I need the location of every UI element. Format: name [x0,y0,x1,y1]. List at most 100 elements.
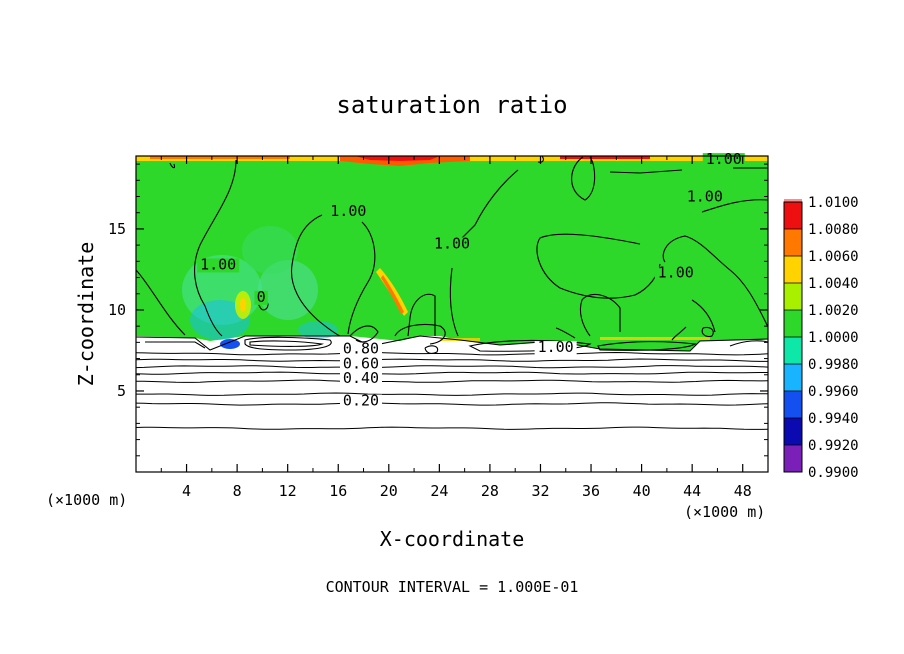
x-tick-label: 24 [430,482,448,500]
contour-label-bg [197,258,240,273]
contour-label: 0 [257,288,266,306]
contour-line [571,156,596,201]
x-tick-label: 20 [380,482,398,500]
plot-frame [135,155,769,473]
contour-line [537,155,544,163]
y-tick-label: 10 [108,301,126,319]
contour-line [249,340,325,347]
contour-label: 1.00 [434,234,470,252]
contour-line [597,341,697,351]
colorbar-label: 1.0100 [808,195,859,211]
contour-label-bg [254,290,268,305]
base-supersaturated-band [600,337,710,340]
colorbar-swatch [784,418,802,445]
dry-contour-line [135,358,768,362]
colorbar-swatch [784,229,802,256]
contour-line [169,162,176,169]
contour-line [347,221,376,335]
contour-interval-note: CONTOUR INTERVAL = 1.000E-01 [326,578,579,596]
contour-label-bg [702,153,745,168]
supersaturated-patch [240,298,246,312]
supersaturated-streak [381,275,404,314]
colorbar-label: 0.9980 [808,357,859,373]
x-tick-label: 16 [329,482,347,500]
x-tick-label: 8 [233,482,242,500]
chart-title: saturation ratio [336,91,567,119]
contour-label-bg [327,204,370,219]
colorbar-label: 1.0000 [808,330,859,346]
contour-line [609,169,683,174]
y-tick-label: 5 [117,382,126,400]
contour-line [691,299,716,333]
contour-line [701,199,769,213]
contour-label: 0.80 [343,340,379,358]
dry-contour-line [135,365,769,369]
dry-contour-line [135,426,769,430]
dry-contour-line [135,402,769,406]
contour-line [536,233,661,299]
contour-line [135,335,769,352]
contour-line [244,336,332,351]
top-supersaturated-band [150,156,290,159]
x-tick-label: 44 [683,482,701,500]
contour-label-bg [534,341,577,356]
colorbar-label: 1.0080 [808,222,859,238]
contour-line [145,341,206,349]
contour-label-bg [339,357,382,372]
contour-label-bg [339,371,382,386]
colorbar-swatch [784,445,802,472]
contour-label: 1.00 [706,150,742,168]
contour-label: 0.20 [343,392,379,410]
dry-contour-line [135,351,769,356]
x-tick-label: 40 [633,482,651,500]
contour-line [407,293,436,337]
x-unit-right: (×1000 m) [684,503,765,521]
x-tick-label: 36 [582,482,600,500]
sub-saturated-patch [190,300,250,340]
x-axis-label: X-coordinate [380,527,525,551]
contour-label-group: 1.00 1.00 0 1.00 1.00 1.00 1.00 1.00 0.800.600.4… [197,150,745,410]
contour-label: 0.60 [343,354,379,372]
x-tick-label: 48 [734,482,752,500]
x-tick-label: 28 [481,482,499,500]
contour-line [701,326,714,338]
top-supersaturated-band [560,156,650,159]
sub-saturated-patch [242,226,298,274]
x-tick-label: 32 [531,482,549,500]
contour-label: 1.00 [538,338,574,356]
colorbar-swatch [784,337,802,364]
contour-label: 0.40 [343,369,379,387]
plot-area: 1.00 1.00 0 1.00 1.00 1.00 1.00 1.00 0.800.600.4… [135,150,769,473]
contour-label-bg [431,237,473,252]
contour-line [671,326,687,341]
colorbar-label: 1.0020 [808,303,859,319]
contour-line [579,293,621,337]
contour-label: 1.00 [200,255,236,273]
contour-line [290,214,341,337]
colorbar-swatch [784,283,802,310]
contour-label: 1.00 [330,202,366,220]
contour-label-bg [339,394,382,409]
colorbar-label: 1.0060 [808,249,859,265]
x-axis: 4 8 12 16 20 24 28 32 36 40 44 48 [160,156,752,500]
top-supersaturated-band [355,156,440,161]
colorbar-cap [784,199,802,202]
y-axis: 5 10 15 [108,163,768,457]
y-axis-label: Z-coordinate [74,242,98,387]
dry-contour-line [136,392,769,396]
dry-contour-line [136,379,769,383]
contour-label: 1.00 [658,264,694,282]
dry-patch [220,339,240,349]
dry-contour-line [135,371,768,375]
colorbar: 0.9900 0.9920 0.9940 0.9960 0.9980 1.0000 1.00… [783,195,859,481]
contour-line [461,169,519,239]
heatmap-fill [136,156,768,351]
colorbar-label: 1.0040 [808,276,859,292]
contour-line [662,235,769,328]
dry-contour-group [135,351,769,430]
contour-line [135,269,186,336]
contour-label-bg [683,190,726,205]
contour-line [424,345,439,354]
contour-line [394,323,446,345]
